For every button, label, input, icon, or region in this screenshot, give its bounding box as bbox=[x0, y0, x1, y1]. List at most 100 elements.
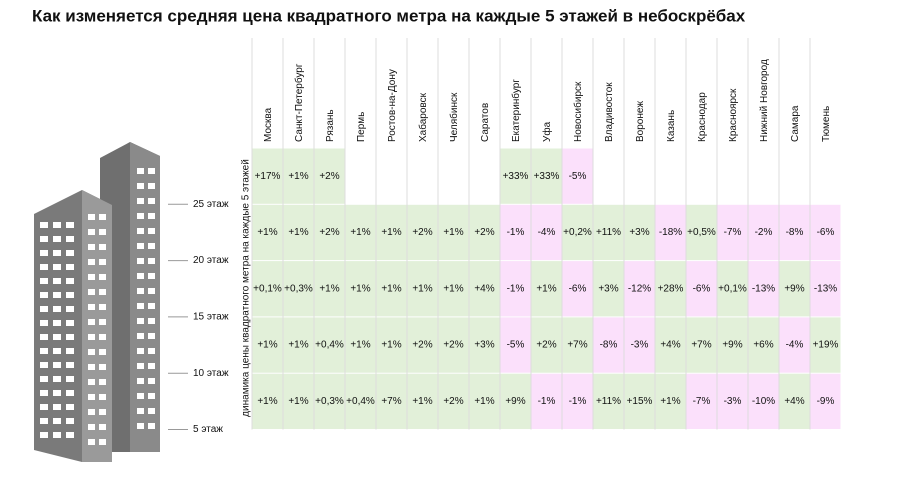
cell: +1% bbox=[660, 396, 680, 407]
cell-bg bbox=[593, 317, 624, 373]
axis-label: динамика цены квадратного метра на кажды… bbox=[241, 159, 252, 417]
cell: +33% bbox=[534, 171, 560, 182]
window bbox=[66, 236, 74, 242]
column-header: Уфа bbox=[541, 121, 553, 142]
window bbox=[53, 292, 61, 298]
window bbox=[40, 306, 48, 312]
cell: +1% bbox=[381, 340, 401, 351]
window bbox=[148, 288, 155, 294]
cell: +1% bbox=[412, 396, 432, 407]
cell-bg bbox=[283, 317, 314, 373]
cell: -9% bbox=[817, 396, 835, 407]
cell: -13% bbox=[752, 283, 775, 294]
cell: +2% bbox=[412, 340, 432, 351]
cell: +2% bbox=[474, 227, 494, 238]
cell: +1% bbox=[381, 283, 401, 294]
cell: +7% bbox=[567, 340, 587, 351]
window bbox=[137, 213, 144, 219]
window bbox=[99, 304, 106, 310]
column-header: Новосибирск bbox=[572, 81, 584, 142]
cell-bg bbox=[252, 261, 283, 317]
cell: -3% bbox=[724, 396, 742, 407]
cell-bg bbox=[593, 261, 624, 317]
window bbox=[88, 229, 95, 235]
cell-bg bbox=[717, 204, 748, 261]
cell-bg bbox=[748, 204, 779, 261]
window bbox=[148, 423, 155, 429]
cell: +7% bbox=[381, 396, 401, 407]
window bbox=[148, 393, 155, 399]
window bbox=[40, 376, 48, 382]
window bbox=[40, 278, 48, 284]
cell: -8% bbox=[600, 340, 618, 351]
cell: -3% bbox=[631, 340, 649, 351]
cell-bg bbox=[252, 204, 283, 261]
cell-bg bbox=[345, 204, 376, 261]
window bbox=[137, 333, 144, 339]
cell: +1% bbox=[350, 227, 370, 238]
cell-bg bbox=[810, 373, 841, 429]
column-header: Саратов bbox=[480, 103, 491, 142]
cell: -18% bbox=[659, 227, 682, 238]
window bbox=[137, 258, 144, 264]
cell: +1% bbox=[319, 283, 339, 294]
window bbox=[88, 319, 95, 325]
window bbox=[88, 289, 95, 295]
cell: +1% bbox=[536, 283, 556, 294]
window bbox=[137, 228, 144, 234]
cell: +2% bbox=[536, 340, 556, 351]
window bbox=[99, 229, 106, 235]
cell-bg bbox=[500, 317, 531, 373]
cell-bg bbox=[624, 317, 655, 373]
title: Как изменяется средняя цена квадратного … bbox=[32, 6, 746, 25]
cell: +3% bbox=[474, 340, 494, 351]
cell-bg bbox=[376, 261, 407, 317]
cell: +15% bbox=[627, 396, 653, 407]
cell-bg bbox=[407, 261, 438, 317]
window bbox=[88, 424, 95, 430]
cell: +0,3% bbox=[315, 396, 344, 407]
window bbox=[148, 228, 155, 234]
cell: +11% bbox=[596, 396, 621, 407]
window bbox=[40, 348, 48, 354]
window bbox=[99, 364, 106, 370]
window bbox=[53, 264, 61, 270]
cell-bg bbox=[438, 261, 469, 317]
window bbox=[148, 318, 155, 324]
cell-bg bbox=[469, 261, 500, 317]
cell-bg bbox=[810, 204, 841, 261]
window bbox=[137, 363, 144, 369]
cell: +9% bbox=[505, 396, 525, 407]
window bbox=[137, 393, 144, 399]
cell: -13% bbox=[814, 283, 837, 294]
window bbox=[53, 306, 61, 312]
cell-bg bbox=[717, 373, 748, 429]
cell: +2% bbox=[443, 340, 463, 351]
window bbox=[99, 274, 106, 280]
window bbox=[66, 376, 74, 382]
cell: -5% bbox=[507, 340, 525, 351]
cell-bg bbox=[438, 317, 469, 373]
window bbox=[99, 379, 106, 385]
cell: +1% bbox=[443, 227, 463, 238]
window bbox=[148, 213, 155, 219]
cell-bg bbox=[686, 317, 717, 373]
cell: +9% bbox=[784, 283, 804, 294]
window bbox=[148, 273, 155, 279]
window bbox=[88, 274, 95, 280]
cell: -1% bbox=[507, 283, 525, 294]
cell: +1% bbox=[381, 227, 401, 238]
column-header: Воронеж bbox=[635, 101, 646, 142]
cell: +6% bbox=[753, 340, 773, 351]
window bbox=[148, 303, 155, 309]
cell-bg bbox=[686, 204, 717, 261]
cell-bg bbox=[562, 204, 593, 261]
window bbox=[53, 278, 61, 284]
window bbox=[137, 183, 144, 189]
window bbox=[66, 264, 74, 270]
column-header: Красноярск bbox=[728, 88, 739, 142]
cell: +9% bbox=[722, 340, 742, 351]
cell-bg bbox=[779, 373, 810, 429]
window bbox=[99, 289, 106, 295]
window bbox=[99, 439, 106, 445]
